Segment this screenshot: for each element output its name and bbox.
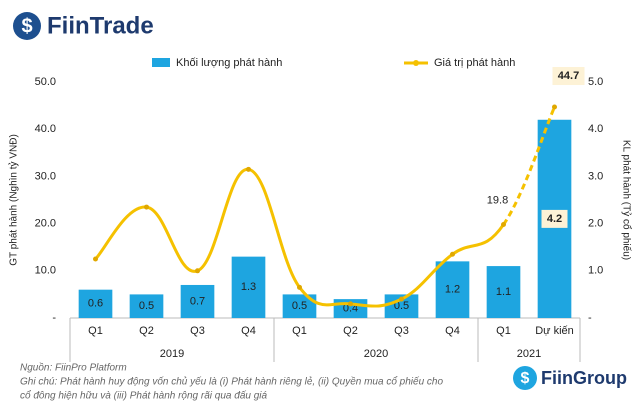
y-tick-label: 20.0 xyxy=(35,218,56,230)
y2-tick-label: 2.0 xyxy=(588,218,603,230)
x-tick-label: Q3 xyxy=(394,325,409,337)
label-box xyxy=(552,67,585,86)
note: Ghi chú: Phát hành huy động vốn chủ yếu … xyxy=(20,376,443,388)
bar-value-label: 4.2 xyxy=(547,213,562,225)
line-marker xyxy=(144,204,149,210)
logo-icon xyxy=(13,12,41,40)
note: cổ đông hiện hữu và (iii) Phát hành rộng… xyxy=(20,390,267,402)
label-box xyxy=(541,209,568,228)
brand: FiinGroup xyxy=(541,368,627,388)
source: Nguồn: FiinPro Platform xyxy=(20,362,127,374)
bar xyxy=(129,294,164,318)
bar-value-label: 1.3 xyxy=(241,281,256,293)
line-value-label: 19.8 xyxy=(487,194,508,206)
line-marker xyxy=(552,104,557,110)
line-marker xyxy=(450,251,455,257)
bar-value-label: 0.5 xyxy=(292,300,307,312)
bar-value-label: 1.1 xyxy=(496,286,511,298)
line xyxy=(94,167,505,308)
x-group-label: 2019 xyxy=(160,348,184,360)
fiingroup-logo: $ FiinGroup xyxy=(513,366,627,390)
line-projection xyxy=(502,106,556,226)
x-tick-label: Q1 xyxy=(292,325,307,337)
x-group-label: 2021 xyxy=(517,348,541,360)
bar xyxy=(486,266,521,318)
line-marker xyxy=(399,296,404,302)
bar xyxy=(384,294,419,318)
line-marker xyxy=(246,166,251,172)
line-marker xyxy=(93,256,98,262)
x-tick-label: Q1 xyxy=(88,325,103,337)
y-tick-label: - xyxy=(52,312,56,324)
y-tick-label: 30.0 xyxy=(35,170,56,182)
y2-tick-label: 4.0 xyxy=(588,123,603,135)
x-tick-label: Q2 xyxy=(139,325,154,337)
y2-tick-label: 5.0 xyxy=(588,76,603,88)
bar-value-label: 0.7 xyxy=(190,295,205,307)
legend-label: Giá trị phát hành xyxy=(434,57,515,69)
logo-glyph: $ xyxy=(21,15,32,37)
fiintrade-logo: $ FiinTrade xyxy=(13,12,154,40)
x-tick-label: Dự kiến xyxy=(535,325,574,337)
y2-tick-label: 1.0 xyxy=(588,265,603,277)
logo-glyph: $ xyxy=(521,370,530,387)
legend-swatch xyxy=(413,60,419,66)
legend-swatch xyxy=(152,58,170,67)
y-tick-label: 50.0 xyxy=(35,76,56,88)
bar-value-label: 0.5 xyxy=(394,300,409,312)
y-axis-title: GT phát hành (Nghìn tỷ VNĐ) xyxy=(8,134,20,266)
bar xyxy=(180,284,215,318)
bar xyxy=(435,261,470,318)
x-tick-label: Q4 xyxy=(241,325,256,337)
bar xyxy=(282,294,317,318)
bar-value-label: 1.2 xyxy=(445,284,460,296)
x-group-label: 2020 xyxy=(364,348,388,360)
logo-icon xyxy=(513,366,537,390)
x-tick-label: Q2 xyxy=(343,325,358,337)
bar-value-label: 0.5 xyxy=(139,300,154,312)
legend-label: Khối lượng phát hành xyxy=(176,57,282,69)
y2-tick-label: 3.0 xyxy=(588,170,603,182)
y-tick-label: 40.0 xyxy=(35,123,56,135)
y2-tick-label: - xyxy=(588,312,592,324)
brand: FiinTrade xyxy=(47,12,154,39)
line-marker xyxy=(195,268,200,274)
x-tick-label: Q4 xyxy=(445,325,460,337)
bar-value-label: 0.6 xyxy=(88,298,103,310)
y-tick-label: 10.0 xyxy=(35,265,56,277)
line-marker xyxy=(501,222,506,228)
y2-axis-title: KL phát hành (Tỷ cổ phiếu) xyxy=(620,140,632,260)
bar xyxy=(78,289,113,318)
line-value-label: 44.7 xyxy=(558,70,579,82)
bar xyxy=(231,256,266,318)
line-marker xyxy=(348,301,353,307)
x-tick-label: Q3 xyxy=(190,325,205,337)
line-marker xyxy=(297,284,302,290)
x-tick-label: Q1 xyxy=(496,325,511,337)
